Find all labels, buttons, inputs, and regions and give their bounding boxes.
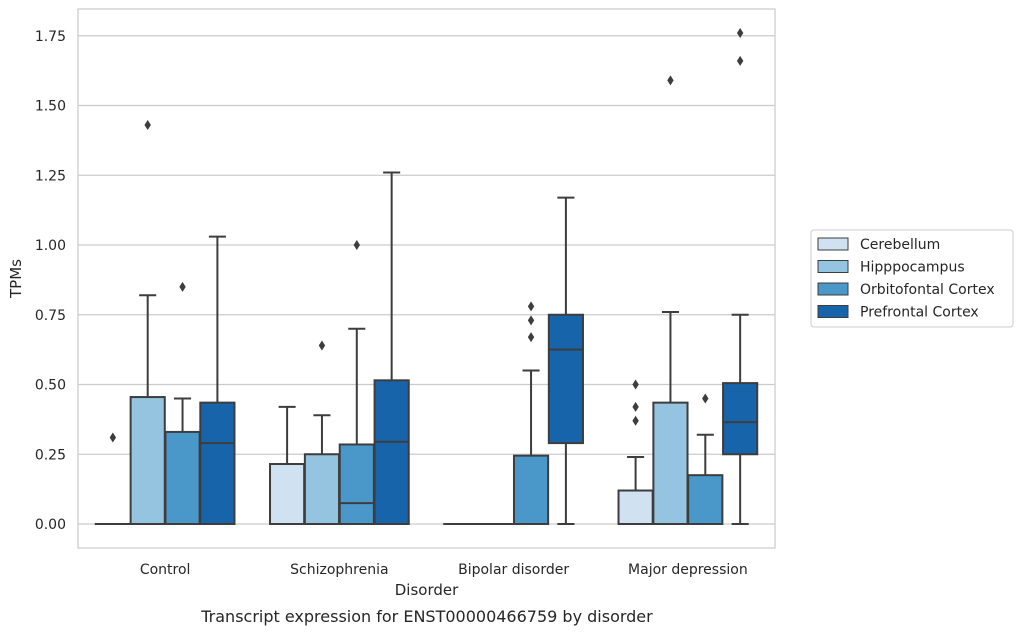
box-prefrontal-cortex [199, 235, 236, 526]
y-tick-label: 0.75 [35, 308, 66, 324]
legend-swatch [817, 282, 849, 296]
y-tick-label: 0.25 [35, 447, 66, 463]
legend-swatch [817, 260, 849, 273]
chart-caption: Transcript expression for ENST0000046675… [200, 607, 653, 626]
box-cerebellum [617, 379, 654, 525]
outlier-marker [527, 332, 535, 343]
box-cerebellum [269, 405, 306, 526]
box-orbitofontal-cortex [338, 240, 375, 525]
outlier-marker [527, 301, 535, 312]
box-orbitofontal-cortex [512, 301, 550, 525]
boxes [94, 27, 759, 526]
y-tick-label: 0.50 [35, 378, 66, 394]
outlier-marker [632, 401, 639, 412]
box-prefrontal-cortex [547, 196, 584, 525]
box-prefrontal-cortex [373, 171, 410, 525]
legend-frame [810, 229, 1014, 328]
outlier-marker [736, 55, 744, 66]
box-iqr [512, 454, 550, 525]
outlier-marker [736, 27, 744, 38]
y-axis-title: TPMs [7, 259, 25, 299]
outlier-marker [632, 379, 639, 390]
plot-area-frame [77, 8, 776, 549]
box-hipppocampus [652, 75, 689, 526]
box-prefrontal-cortex [722, 27, 759, 525]
x-tick-labels: Control Schizophrenia Bipolar disorder Majo… [140, 562, 748, 578]
y-tick-label: 1.50 [35, 99, 66, 115]
box-iqr [129, 396, 166, 525]
legend-label: Hipppocampus [860, 260, 965, 276]
box-hipppocampus [303, 340, 341, 525]
y-tick-label: 1.00 [35, 238, 66, 254]
outlier-marker [179, 281, 186, 292]
outlier-marker [318, 340, 326, 351]
legend: Cerebellum Hipppocampus Orbitofontal Corte… [810, 229, 1014, 328]
legend-label: Cerebellum [860, 237, 940, 253]
x-tick-label: Schizophrenia [290, 562, 388, 578]
box-cerebellum [94, 432, 131, 526]
legend-swatch [817, 237, 849, 251]
legend-label: Orbitofontal Cortex [860, 282, 995, 298]
box-iqr [164, 430, 201, 525]
box-orbitofontal-cortex [164, 281, 201, 525]
y-tick-label: 0.00 [35, 517, 66, 533]
x-axis-title: Disorder [395, 581, 459, 599]
outlier-marker [109, 432, 117, 443]
x-tick-label: Major depression [628, 562, 748, 578]
outlier-marker [632, 415, 639, 426]
outlier-marker [353, 240, 360, 250]
y-tick-labels: 0.00 0.25 0.50 0.75 1.00 1.25 1.50 1.75 [35, 29, 66, 533]
x-tick-label: Control [140, 562, 191, 578]
box-iqr [617, 489, 654, 525]
box-iqr [373, 379, 410, 525]
outlier-marker [527, 315, 535, 326]
box-iqr [722, 382, 759, 456]
box-iqr [303, 453, 341, 525]
y-tick-label: 1.25 [35, 168, 66, 184]
box-iqr [338, 443, 375, 525]
legend-swatch [817, 305, 849, 318]
box-orbitofontal-cortex [687, 393, 724, 525]
outlier-marker [702, 393, 709, 404]
box-iqr [687, 474, 724, 525]
outlier-marker [144, 120, 151, 131]
box-iqr [547, 313, 584, 445]
legend-label: Prefrontal Cortex [860, 305, 979, 321]
x-tick-label: Bipolar disorder [458, 562, 569, 578]
box-iqr [269, 463, 306, 526]
box-iqr [199, 401, 236, 526]
y-tick-label: 1.75 [35, 29, 66, 45]
box-hipppocampus [129, 120, 166, 525]
box-iqr [652, 401, 689, 526]
outlier-marker [667, 75, 674, 86]
